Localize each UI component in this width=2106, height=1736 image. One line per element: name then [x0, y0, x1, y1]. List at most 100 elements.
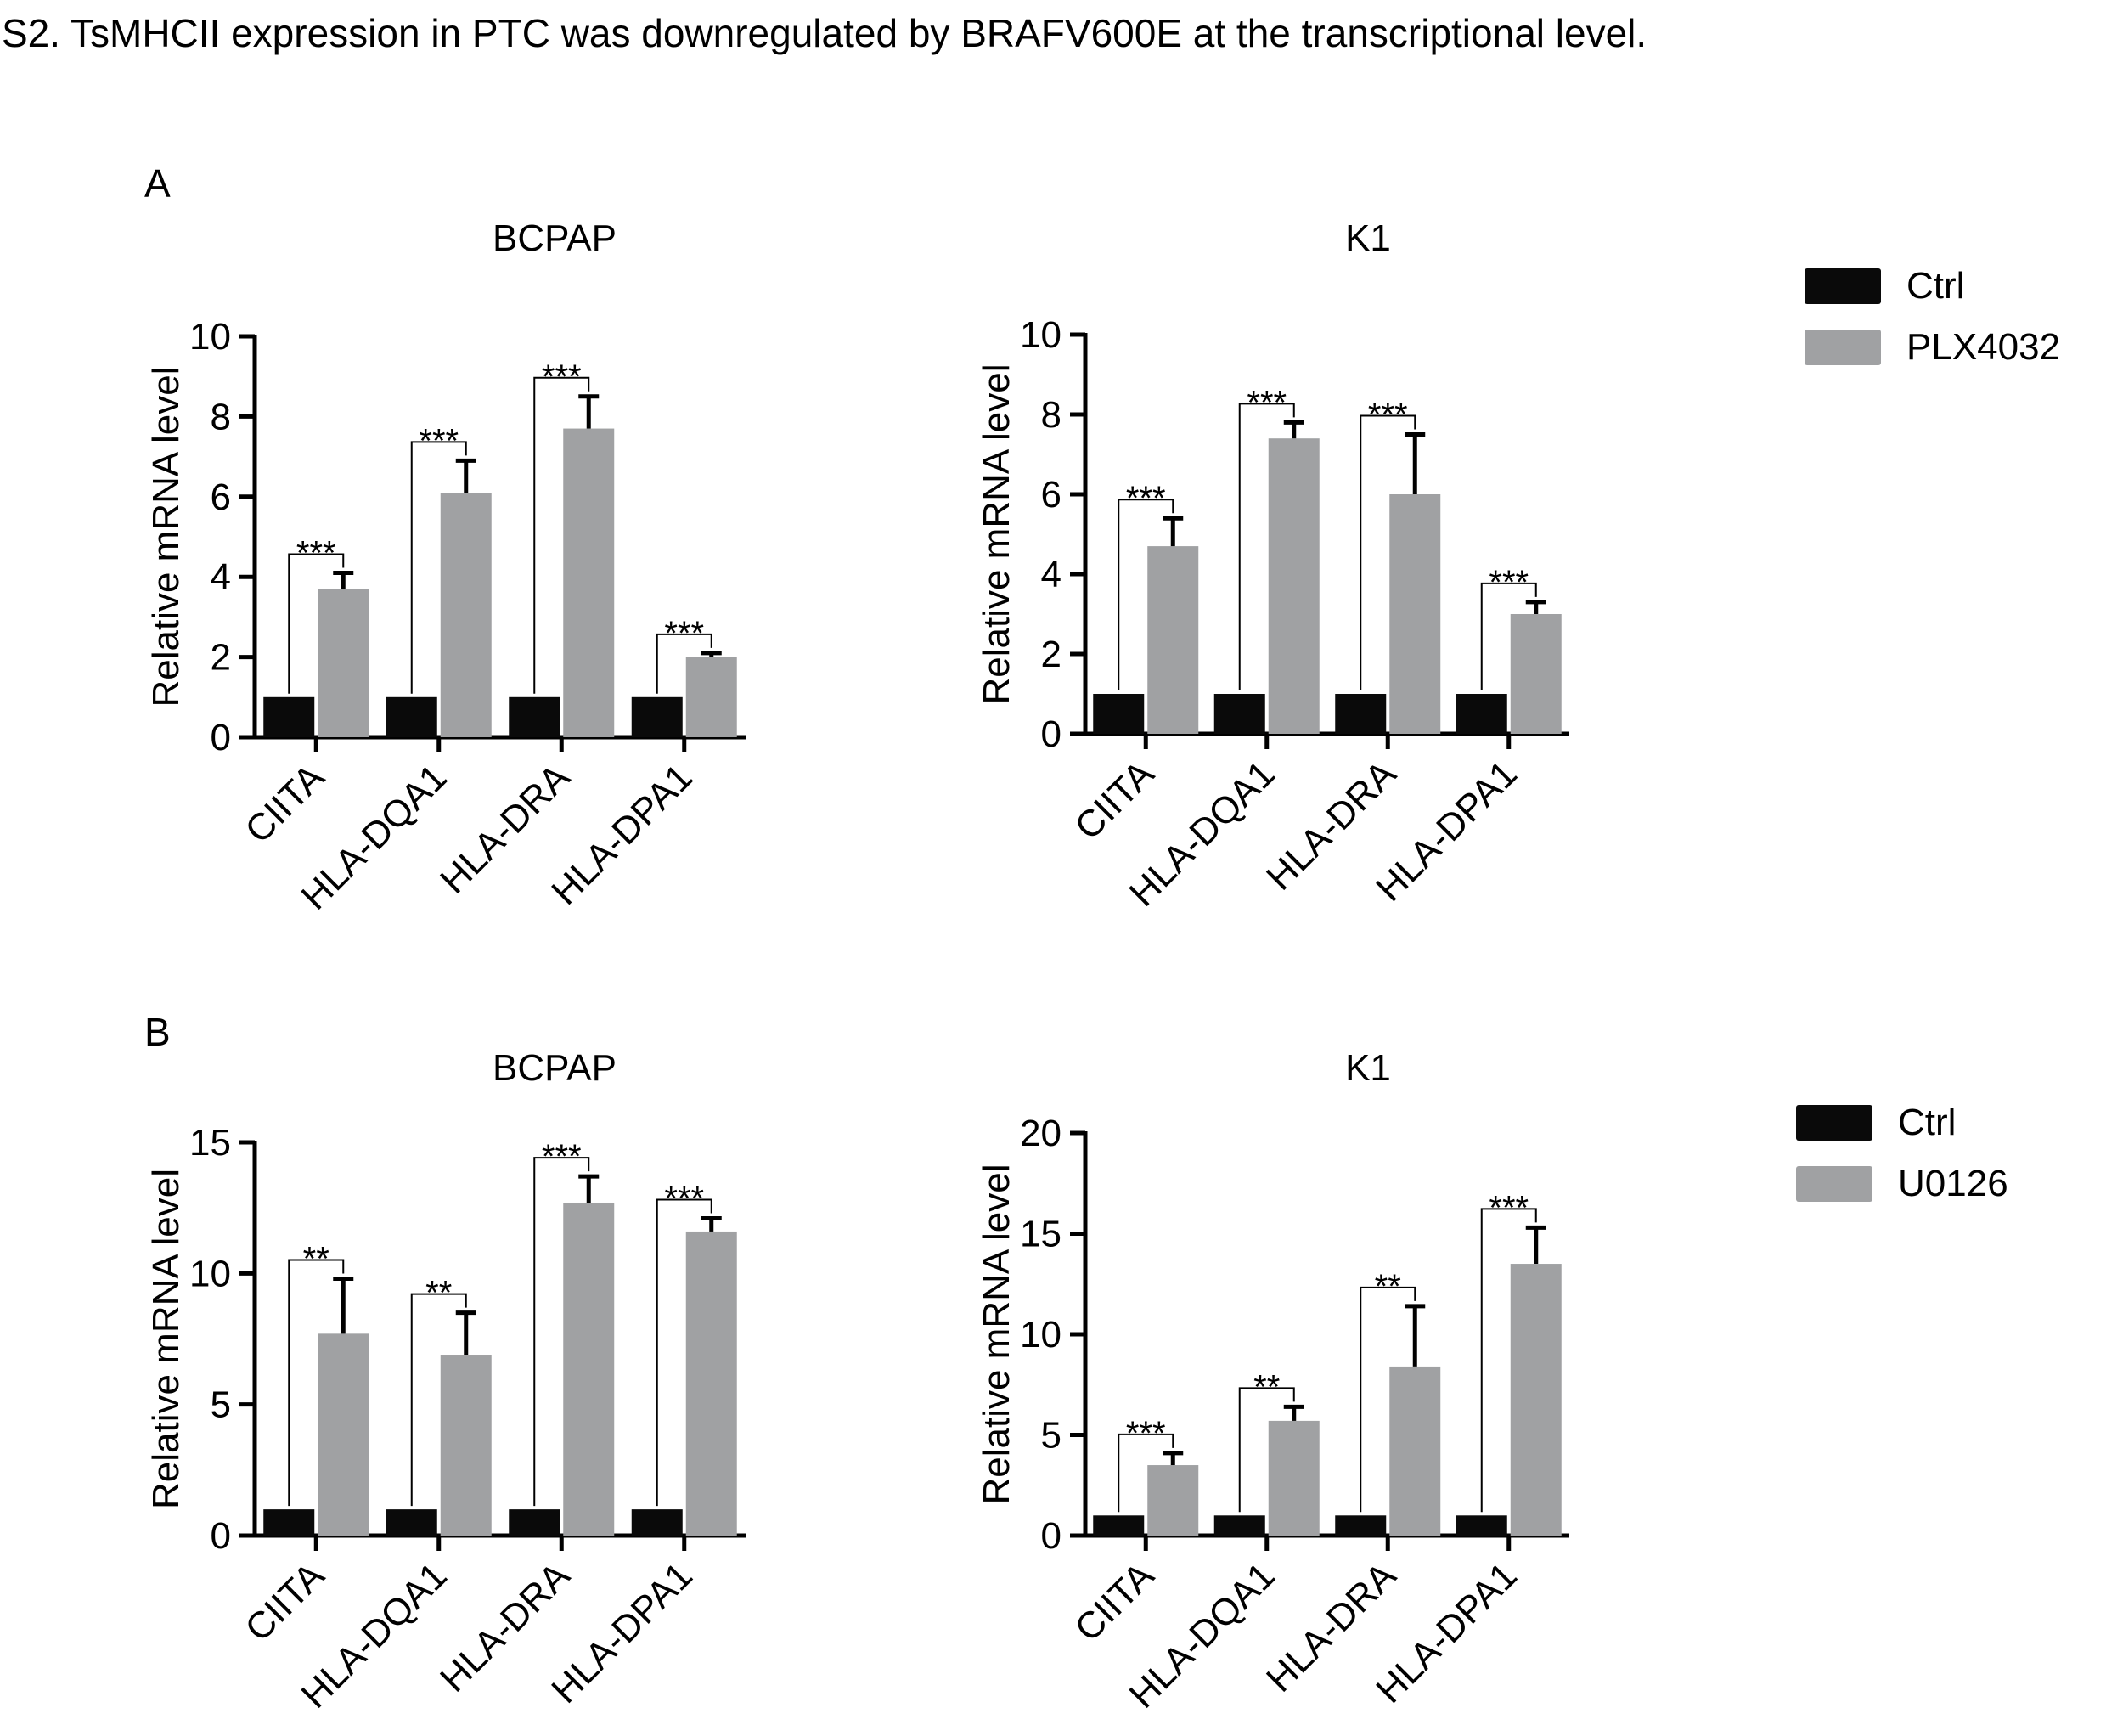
y-tick-label: 10: [1020, 1314, 1061, 1356]
bar-ctrl: [386, 1509, 437, 1536]
panel-label: A: [144, 161, 171, 206]
significance-bracket: [656, 1198, 712, 1507]
significance-bracket: [1480, 1208, 1537, 1513]
x-tick-label: CIITA: [237, 1554, 332, 1649]
significance-bracket: [1118, 1433, 1174, 1513]
bar-ctrl: [1093, 694, 1145, 734]
y-tick-label: 0: [211, 717, 231, 758]
y-tick-label: 0: [1041, 1515, 1061, 1557]
significance-bracket: [533, 376, 590, 694]
chart-title: K1: [1345, 217, 1391, 259]
significance-label: ***: [664, 1181, 704, 1218]
bar-ctrl: [631, 696, 683, 737]
significance-bracket: [1360, 1286, 1416, 1513]
y-tick-label: 15: [189, 1122, 231, 1164]
legend-1: Ctrl PLX4032: [1805, 265, 2060, 368]
legend-label: PLX4032: [1906, 326, 2060, 368]
significance-label: **: [425, 1275, 452, 1312]
y-tick-label: 15: [1020, 1214, 1061, 1255]
bar-ctrl: [631, 1509, 683, 1536]
bar-treated: [318, 1333, 369, 1536]
significance-label: ***: [1126, 1415, 1166, 1452]
bar-ctrl: [509, 696, 560, 737]
bar-treated: [685, 657, 737, 737]
y-axis-label: Relative mRNA level: [145, 1169, 187, 1509]
significance-label: ***: [1489, 564, 1529, 601]
bar-treated: [440, 1355, 492, 1536]
significance-label: ***: [1247, 384, 1287, 421]
significance-label: ***: [1489, 1189, 1529, 1226]
significance-bracket: [1480, 582, 1537, 690]
chart-title: BCPAP: [493, 217, 617, 259]
bar-ctrl: [1093, 1515, 1145, 1536]
bar-ctrl: [1335, 1515, 1387, 1536]
y-axis-label: Relative mRNA level: [976, 1164, 1017, 1504]
bar-treated: [563, 428, 615, 737]
bar-ctrl: [1213, 694, 1265, 734]
legend-label: U0126: [1898, 1163, 2008, 1204]
y-tick-label: 20: [1020, 1113, 1061, 1154]
y-tick-label: 10: [189, 316, 231, 358]
significance-bracket: [656, 633, 712, 694]
y-tick-label: 5: [211, 1384, 231, 1426]
bar-treated: [1147, 546, 1199, 734]
y-tick-label: 10: [1020, 314, 1061, 356]
significance-bracket: [410, 441, 467, 694]
y-tick-label: 4: [1041, 554, 1061, 595]
bar-treated: [563, 1202, 615, 1536]
significance-label: **: [1375, 1268, 1401, 1305]
bar-treated: [1389, 1366, 1441, 1536]
chart-title: BCPAP: [493, 1047, 617, 1089]
significance-bracket: [1360, 414, 1416, 690]
y-tick-label: 8: [211, 396, 231, 437]
legend-swatch: [1796, 1105, 1872, 1141]
bar-ctrl: [509, 1509, 560, 1536]
legend-2: Ctrl U0126: [1796, 1102, 2008, 1204]
y-axis-label: Relative mRNA level: [145, 366, 187, 707]
bar-treated: [1268, 1420, 1320, 1536]
bar-treated: [1268, 438, 1320, 734]
y-tick-label: 6: [211, 476, 231, 518]
significance-label: **: [303, 1241, 329, 1278]
y-tick-label: 6: [1041, 474, 1061, 516]
legend-swatch: [1805, 268, 1881, 304]
x-tick-label: CIITA: [237, 756, 332, 851]
bar-treated: [318, 589, 369, 737]
y-tick-label: 8: [1041, 394, 1061, 436]
bar-treated: [1510, 614, 1562, 734]
significance-label: ***: [542, 358, 582, 396]
bar-treated: [1389, 494, 1441, 734]
significance-label: ***: [542, 1138, 582, 1175]
bar-ctrl: [1335, 694, 1387, 734]
bar-ctrl: [1213, 1515, 1265, 1536]
bar-treated: [1510, 1264, 1562, 1536]
x-tick-label: CIITA: [1067, 752, 1162, 848]
significance-bracket: [533, 1157, 590, 1507]
bar-treated: [440, 493, 492, 737]
bar-ctrl: [1456, 694, 1507, 734]
y-tick-label: 0: [211, 1515, 231, 1557]
significance-bracket: [1118, 499, 1174, 690]
significance-bracket: [288, 1259, 345, 1507]
y-tick-label: 0: [1041, 713, 1061, 755]
significance-bracket: [288, 553, 345, 694]
significance-label: **: [1253, 1368, 1280, 1406]
figure-caption: S2. TsMHCII expression in PTC was downre…: [2, 11, 1647, 55]
legend-label: Ctrl: [1898, 1102, 1956, 1143]
chart-title: K1: [1345, 1047, 1391, 1089]
y-tick-label: 5: [1041, 1415, 1061, 1457]
y-axis-label: Relative mRNA level: [976, 364, 1017, 704]
significance-label: ***: [296, 534, 336, 572]
significance-label: ***: [1368, 397, 1408, 434]
significance-bracket: [410, 1293, 467, 1507]
significance-bracket: [1238, 403, 1295, 690]
significance-bracket: [1238, 1387, 1295, 1513]
bar-treated: [685, 1231, 737, 1536]
significance-label: ***: [1126, 480, 1166, 517]
legend-label: Ctrl: [1906, 265, 1964, 307]
